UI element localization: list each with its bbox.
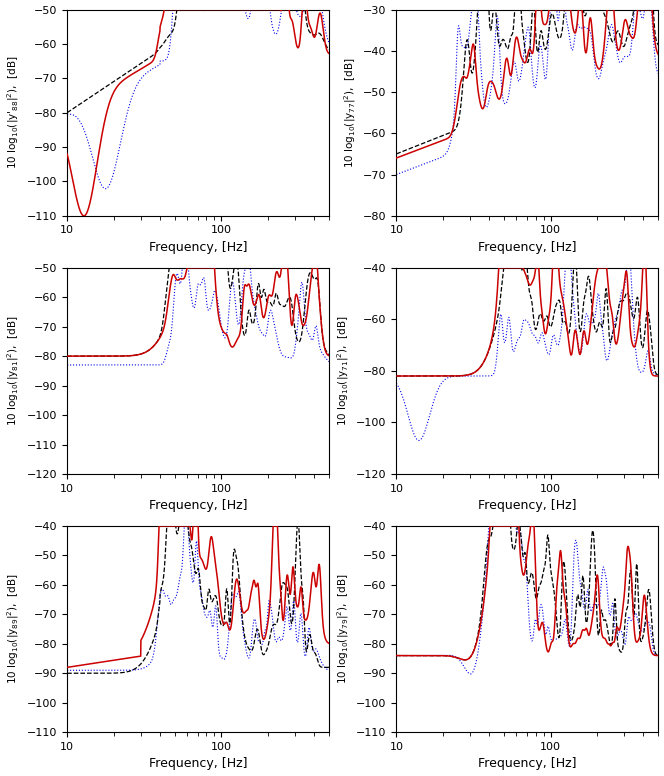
X-axis label: Frequency, [Hz]: Frequency, [Hz] <box>149 499 248 512</box>
X-axis label: Frequency, [Hz]: Frequency, [Hz] <box>149 757 248 771</box>
Y-axis label: 10 log$_{10}$(|y$_{71}$|$^2$),  [dB]: 10 log$_{10}$(|y$_{71}$|$^2$), [dB] <box>335 316 351 426</box>
Y-axis label: 10 log$_{10}$(|y$_{77}$|$^2$),  [dB]: 10 log$_{10}$(|y$_{77}$|$^2$), [dB] <box>342 57 358 168</box>
Y-axis label: 10 log$_{10}$(|y'$_{88}$|$^2$),  [dB]: 10 log$_{10}$(|y'$_{88}$|$^2$), [dB] <box>6 56 21 169</box>
X-axis label: Frequency, [Hz]: Frequency, [Hz] <box>149 241 248 254</box>
Y-axis label: 10 log$_{10}$(|y$_{81}$|$^2$),  [dB]: 10 log$_{10}$(|y$_{81}$|$^2$), [dB] <box>5 316 21 426</box>
Y-axis label: 10 log$_{10}$(|y$_{79}$|$^2$),  [dB]: 10 log$_{10}$(|y$_{79}$|$^2$), [dB] <box>335 573 351 684</box>
X-axis label: Frequency, [Hz]: Frequency, [Hz] <box>478 499 576 512</box>
Y-axis label: 10 log$_{10}$(|y$_{89}$|$^2$),  [dB]: 10 log$_{10}$(|y$_{89}$|$^2$), [dB] <box>6 573 21 684</box>
X-axis label: Frequency, [Hz]: Frequency, [Hz] <box>478 757 576 771</box>
X-axis label: Frequency, [Hz]: Frequency, [Hz] <box>478 241 576 254</box>
